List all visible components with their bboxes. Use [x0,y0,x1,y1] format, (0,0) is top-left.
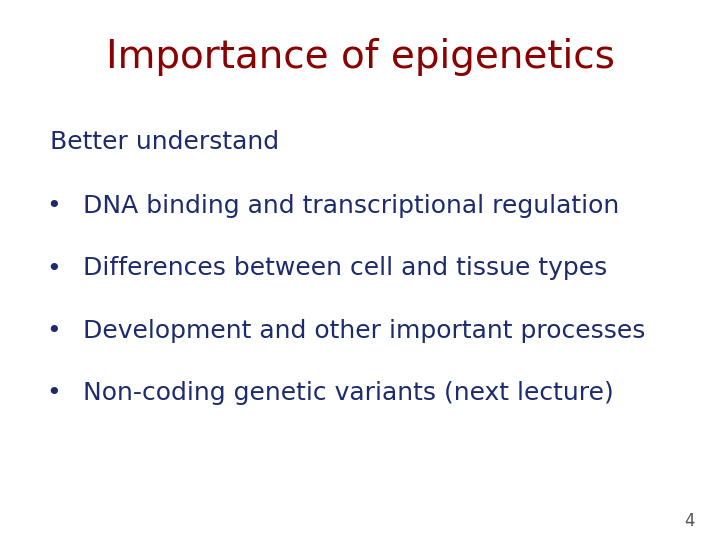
Text: DNA binding and transcriptional regulation: DNA binding and transcriptional regulati… [83,194,619,218]
Text: Development and other important processes: Development and other important processe… [83,319,645,342]
Text: 4: 4 [684,512,695,530]
Text: Importance of epigenetics: Importance of epigenetics [106,38,614,76]
Text: Non-coding genetic variants (next lecture): Non-coding genetic variants (next lectur… [83,381,613,404]
Text: Better understand: Better understand [50,130,279,153]
Text: •: • [47,381,61,404]
Text: •: • [47,194,61,218]
Text: Differences between cell and tissue types: Differences between cell and tissue type… [83,256,607,280]
Text: •: • [47,319,61,342]
Text: •: • [47,256,61,280]
